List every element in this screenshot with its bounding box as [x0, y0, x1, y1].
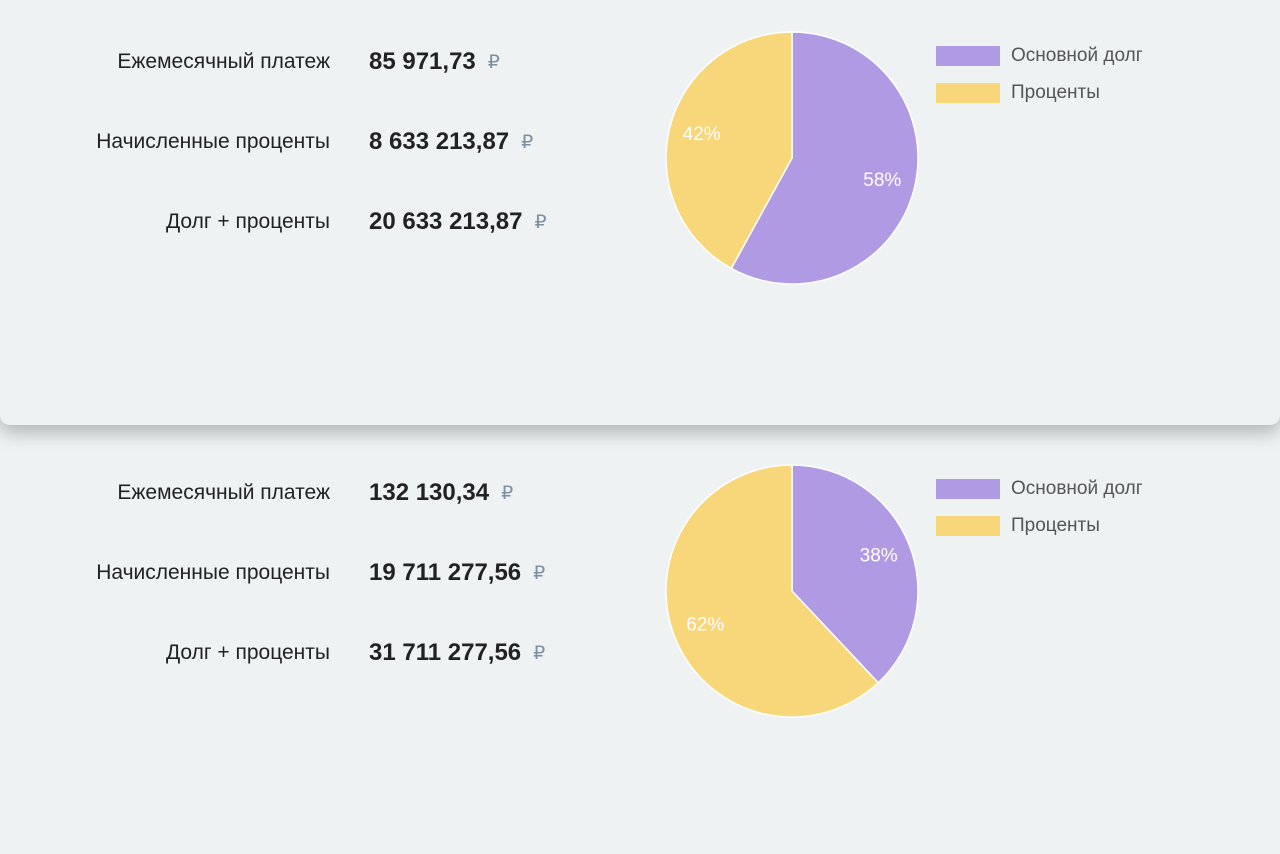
currency: ₽	[533, 562, 546, 584]
result-panel: Ежемесячный платеж 85 971,73 ₽ Начисленные …	[0, 0, 1280, 425]
summary-row: Начисленные проценты 8 633 213,87 ₽	[0, 127, 533, 157]
slice-label: 58%	[863, 170, 901, 191]
legend-label: Основной долг	[1011, 478, 1143, 499]
row-value: 31 711 277,56	[369, 639, 522, 666]
summary-row: Начисленные проценты 19 711 277,56 ₽	[0, 558, 545, 588]
result-panel: Ежемесячный платеж 132 130,34 ₽ Начисленные…	[0, 432, 1280, 854]
pie-slice	[665, 464, 880, 718]
row-value: 19 711 277,56	[369, 559, 522, 586]
legend-label: Проценты	[1011, 515, 1100, 536]
legend-label: Основной долг	[1011, 45, 1143, 66]
row-label: Ежемесячный платеж	[117, 481, 330, 504]
row-label: Долг + проценты	[165, 641, 330, 664]
row-value: 8 633 213,87	[369, 128, 510, 155]
pie-chart: 38% 62% Основной долг Проценты	[665, 464, 1143, 718]
summary-row: Ежемесячный платеж 132 130,34 ₽	[0, 478, 513, 508]
legend-swatch	[936, 516, 1000, 536]
row-label: Ежемесячный платеж	[117, 50, 330, 73]
row-label: Начисленные проценты	[96, 130, 330, 153]
pie-slice	[665, 31, 793, 270]
row-label: Долг + проценты	[165, 210, 330, 233]
slice-label: 42%	[683, 124, 721, 145]
pie-slice	[730, 31, 919, 285]
slice-label: 62%	[686, 614, 724, 635]
currency: ₽	[487, 51, 500, 73]
row-value: 132 130,34	[369, 479, 490, 506]
summary-row: Долг + проценты 31 711 277,56 ₽	[0, 638, 545, 668]
legend-swatch	[936, 83, 1000, 103]
row-value: 85 971,73	[369, 48, 476, 75]
legend-label: Проценты	[1011, 82, 1100, 103]
legend-swatch	[936, 479, 1000, 499]
summary-row: Долг + проценты 20 633 213,87 ₽	[0, 207, 547, 237]
currency: ₽	[533, 642, 546, 664]
summary-row: Ежемесячный платеж 85 971,73 ₽	[0, 47, 500, 77]
slice-label: 38%	[860, 546, 898, 567]
pie-slice	[791, 464, 919, 684]
currency: ₽	[521, 131, 534, 153]
legend-swatch	[936, 46, 1000, 66]
row-label: Начисленные проценты	[96, 561, 330, 584]
row-value: 20 633 213,87	[369, 208, 523, 235]
currency: ₽	[534, 211, 547, 233]
pie-chart: 58% 42% Основной долг Проценты	[665, 31, 1143, 285]
currency: ₽	[501, 482, 514, 504]
